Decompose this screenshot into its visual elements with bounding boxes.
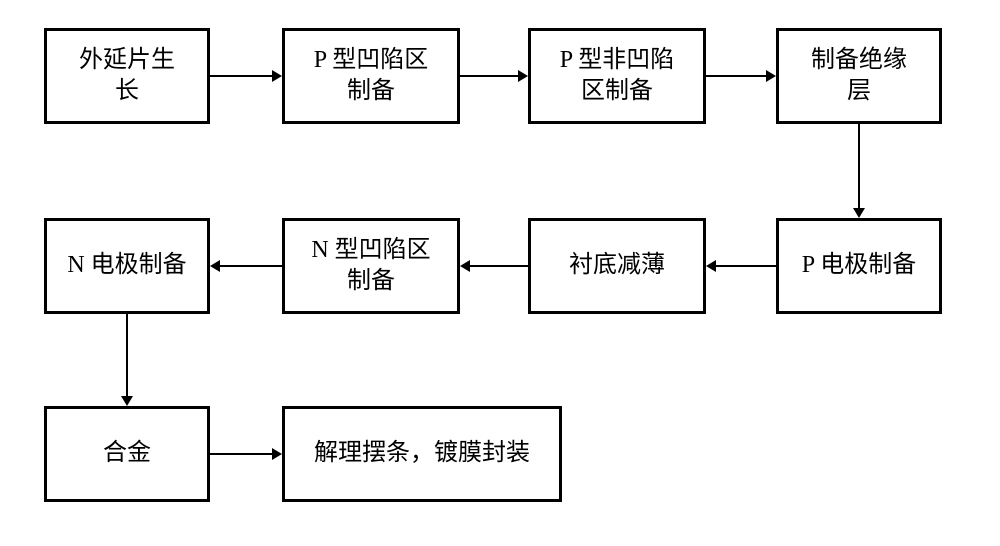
- flow-node-label: N 电极制备: [67, 250, 186, 281]
- flow-node-n7: 衬底减薄: [528, 218, 706, 314]
- flow-node-n6: N 型凹陷区 制备: [282, 218, 460, 314]
- flow-edge: [849, 114, 870, 228]
- flow-node-n9: 合金: [44, 406, 210, 502]
- flow-node-label: P 电极制备: [802, 250, 916, 281]
- flow-node-label: 衬底减薄: [569, 250, 665, 281]
- flow-edge: [696, 256, 786, 277]
- flow-edge: [450, 256, 538, 277]
- flow-node-label: P 型凹陷区 制备: [314, 45, 428, 107]
- flow-node-label: 合金: [103, 438, 151, 469]
- flow-node-label: P 型非凹陷 区制备: [560, 45, 674, 107]
- flow-node-n1: 外延片生 长: [44, 28, 210, 124]
- flow-edge: [200, 444, 292, 465]
- flow-node-n5: N 电极制备: [44, 218, 210, 314]
- flow-edge: [117, 304, 138, 416]
- flow-node-label: 解理摆条，镀膜封装: [314, 438, 530, 469]
- flow-node-n3: P 型非凹陷 区制备: [528, 28, 706, 124]
- flow-node-n4: 制备绝缘 层: [776, 28, 942, 124]
- flow-node-n10: 解理摆条，镀膜封装: [282, 406, 562, 502]
- flow-edge: [200, 66, 292, 87]
- flow-node-label: N 型凹陷区 制备: [311, 235, 430, 297]
- flow-node-label: 外延片生 长: [79, 45, 175, 107]
- flow-edge: [200, 256, 292, 277]
- flow-node-n8: P 电极制备: [776, 218, 942, 314]
- flow-node-label: 制备绝缘 层: [811, 45, 907, 107]
- flow-node-n2: P 型凹陷区 制备: [282, 28, 460, 124]
- flow-edge: [696, 66, 786, 87]
- flow-edge: [450, 66, 538, 87]
